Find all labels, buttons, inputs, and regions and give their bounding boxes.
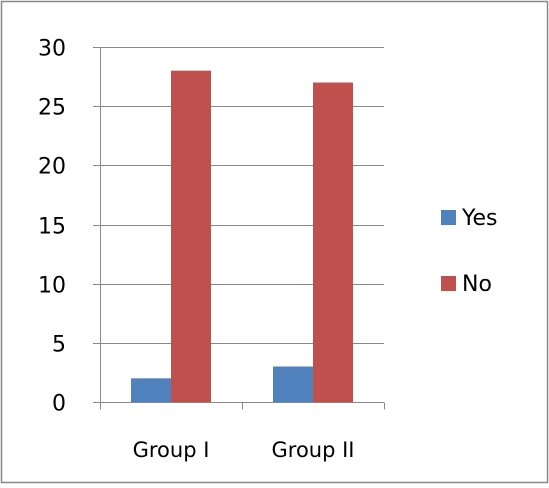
bar-no-2	[313, 82, 353, 402]
bar-yes-1	[131, 378, 171, 402]
legend-swatch-no	[441, 276, 456, 291]
legend-label-yes: Yes	[461, 206, 498, 231]
legend-label-no: No	[462, 272, 492, 297]
legend-swatch-yes	[441, 210, 456, 225]
x-tick-labels: Group I Group II	[133, 438, 355, 462]
y-tick-label-10: 10	[38, 274, 66, 299]
legend: Yes No	[441, 206, 498, 297]
bar-yes-2	[273, 366, 313, 402]
bar-no-1	[171, 70, 211, 403]
y-tick-label-25: 25	[38, 96, 66, 121]
y-tick-label-0: 0	[52, 392, 66, 417]
y-tick-label-20: 20	[38, 155, 66, 180]
x-tick-label-1: Group I	[133, 438, 210, 462]
x-tick-label-2: Group II	[272, 438, 355, 462]
y-tick-labels: 0 5 10 15 20 25 30	[38, 37, 66, 417]
bars	[131, 70, 353, 403]
y-tick-label-30: 30	[38, 37, 66, 62]
y-tick-label-15: 15	[38, 215, 66, 240]
axes	[93, 47, 385, 410]
y-tick-label-5: 5	[52, 333, 66, 358]
